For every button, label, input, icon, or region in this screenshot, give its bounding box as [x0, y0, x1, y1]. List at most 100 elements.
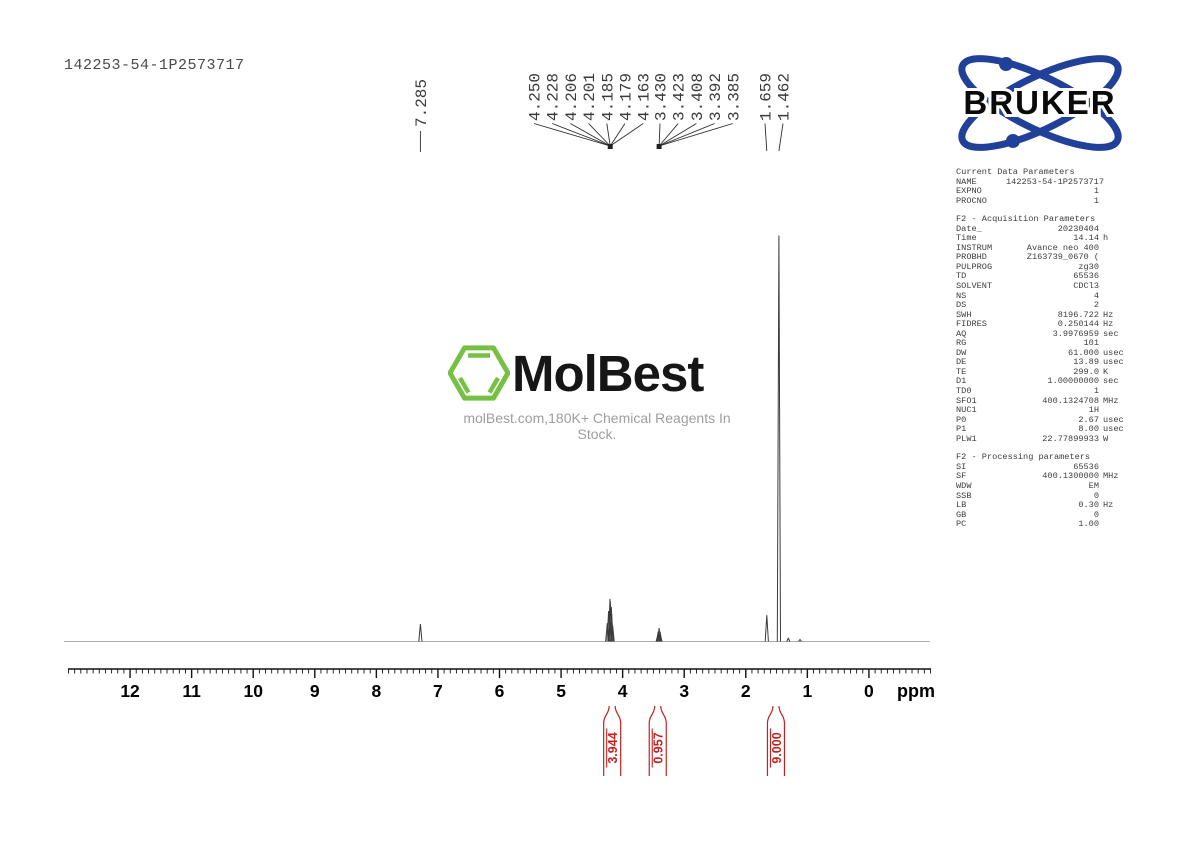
- param-value: 1H: [1088, 405, 1099, 416]
- peak-shift-label: 4.228: [545, 73, 563, 121]
- param-value: 1: [1093, 386, 1099, 397]
- sample-id: 142253-54-1P2573717: [64, 57, 245, 74]
- param-unit: Hz: [1103, 309, 1114, 320]
- param-unit: [1099, 272, 1130, 282]
- param-unit: sec: [1103, 376, 1119, 387]
- axis-tick-label: 6: [495, 681, 505, 701]
- param-label: SI: [956, 461, 967, 472]
- param-row: LB 0.30 Hz: [956, 500, 1130, 511]
- param-value: 142253-54-1P2573717: [1006, 176, 1104, 187]
- param-row: P0 2.67 usec: [956, 414, 1130, 426]
- param-row: TD 65536: [956, 272, 1130, 282]
- param-unit: [1099, 482, 1130, 492]
- param-value: 14.14: [1073, 233, 1099, 244]
- param-unit: [1099, 197, 1130, 207]
- param-value: 61.000: [1068, 347, 1099, 358]
- param-label: DE: [956, 357, 967, 368]
- param-row: DS 2: [956, 301, 1130, 311]
- axis-tick-label: 2: [741, 681, 751, 701]
- param-label: SOLVENT: [956, 281, 993, 292]
- param-section-title: Current Data Parameters: [956, 167, 1075, 177]
- axis-tick-label: 10: [243, 681, 263, 701]
- param-unit: [1099, 511, 1130, 521]
- param-row: DE 13.89 usec: [956, 358, 1130, 368]
- bruker-logo-text: BRUKER: [963, 84, 1116, 121]
- param-label: DW: [956, 347, 967, 358]
- param-value: 65536: [1073, 461, 1099, 472]
- param-unit: sec: [1103, 328, 1119, 339]
- param-row: SWH 8196.722 Hz: [956, 309, 1130, 321]
- param-value: 1: [1093, 195, 1099, 206]
- axis-tick-label: 0: [864, 681, 874, 701]
- param-value: 0: [1093, 509, 1099, 520]
- param-section: F2 - Processing parameters SI 65536 SF 400.1…: [956, 453, 1130, 529]
- parameters-panel: Current Data Parameters NAME 142253-54-1P2…: [956, 167, 1130, 539]
- param-row: P1 8.00 usec: [956, 425, 1130, 435]
- param-row: NAME 142253-54-1P2573717: [956, 176, 1130, 188]
- param-value: 20230404: [1057, 223, 1099, 234]
- param-unit: [1099, 178, 1130, 188]
- spectrum-trace: [64, 235, 930, 642]
- param-unit: K: [1103, 366, 1109, 377]
- peak: [786, 637, 791, 642]
- peak: [609, 613, 614, 642]
- param-row: PULPROG zg30: [956, 261, 1130, 273]
- param-unit: usec: [1103, 424, 1124, 435]
- param-row: SI 65536: [956, 461, 1130, 473]
- param-row: WDW EM: [956, 481, 1130, 492]
- param-unit: Hz: [1103, 319, 1114, 330]
- param-label: RG: [956, 338, 967, 349]
- peak-shift-label: 3.423: [671, 73, 689, 121]
- molbest-watermark: MolBest molBest.com,180K+ Chemical Reage…: [446, 338, 776, 442]
- param-unit: [1099, 520, 1130, 530]
- param-label: TE: [956, 366, 967, 377]
- peak-shift-label: 4.185: [599, 73, 617, 121]
- param-unit: [1099, 244, 1130, 254]
- param-label: TD0: [956, 386, 972, 397]
- integral-bracket: [660, 705, 667, 776]
- param-unit: [1099, 292, 1130, 302]
- param-value: 65536: [1073, 271, 1099, 282]
- param-row: DW 61.000 usec: [956, 347, 1130, 359]
- param-value: 4: [1093, 290, 1099, 301]
- param-row: D1 1.00000000 sec: [956, 377, 1130, 387]
- param-row: TE 299.0 K: [956, 366, 1130, 378]
- axis-tick-label: 3: [679, 681, 689, 701]
- param-section: Current Data Parameters NAME 142253-54-1P2…: [956, 167, 1130, 207]
- param-label: NUC1: [956, 405, 977, 416]
- param-row: FIDRES 0.250144 Hz: [956, 320, 1130, 330]
- peak: [764, 615, 769, 642]
- x-axis: 12 11 10 9 8 7 6 5 4 3 2 1 0 ppm: [68, 668, 935, 701]
- param-row: PC 1.00: [956, 520, 1130, 530]
- param-label: PROCNO: [956, 195, 987, 206]
- param-row: TD0 1: [956, 386, 1130, 397]
- peak-shift-label: 3.430: [653, 73, 671, 121]
- param-row: GB 0: [956, 509, 1130, 521]
- param-value: Avance neo 400: [1026, 242, 1099, 253]
- param-unit: [1099, 187, 1130, 197]
- integral-bracket: [778, 705, 786, 776]
- param-value: 400.1324708: [1042, 395, 1099, 406]
- param-section-title: F2 - Acquisition Parameters: [956, 214, 1096, 225]
- param-label: PULPROG: [956, 261, 993, 272]
- axis-tick-label: 7: [433, 681, 443, 701]
- param-label: DS: [956, 300, 967, 311]
- integral-bracket: [614, 705, 622, 776]
- param-value: 13.89: [1073, 357, 1099, 368]
- param-unit: usec: [1103, 414, 1124, 425]
- param-value: 8196.722: [1057, 309, 1099, 320]
- param-row: PROCNO 1: [956, 195, 1130, 207]
- bruker-orbit-dots: [999, 57, 1020, 148]
- param-row: SFO1 400.1324708 MHz: [956, 395, 1130, 407]
- param-row: INSTRUM Avance neo 400: [956, 242, 1130, 254]
- param-value: 299.0: [1073, 366, 1099, 377]
- param-row: SSB 0: [956, 491, 1130, 502]
- param-row: EXPNO 1: [956, 187, 1130, 197]
- bruker-logo: BRUKER: [944, 48, 1144, 158]
- param-label: INSTRUM: [956, 242, 993, 253]
- param-unit: W: [1103, 433, 1109, 444]
- param-label: GB: [956, 509, 967, 520]
- peak-shift-label: 3.392: [707, 73, 725, 121]
- param-label: Time: [956, 233, 977, 244]
- param-value: 400.1300000: [1042, 471, 1099, 482]
